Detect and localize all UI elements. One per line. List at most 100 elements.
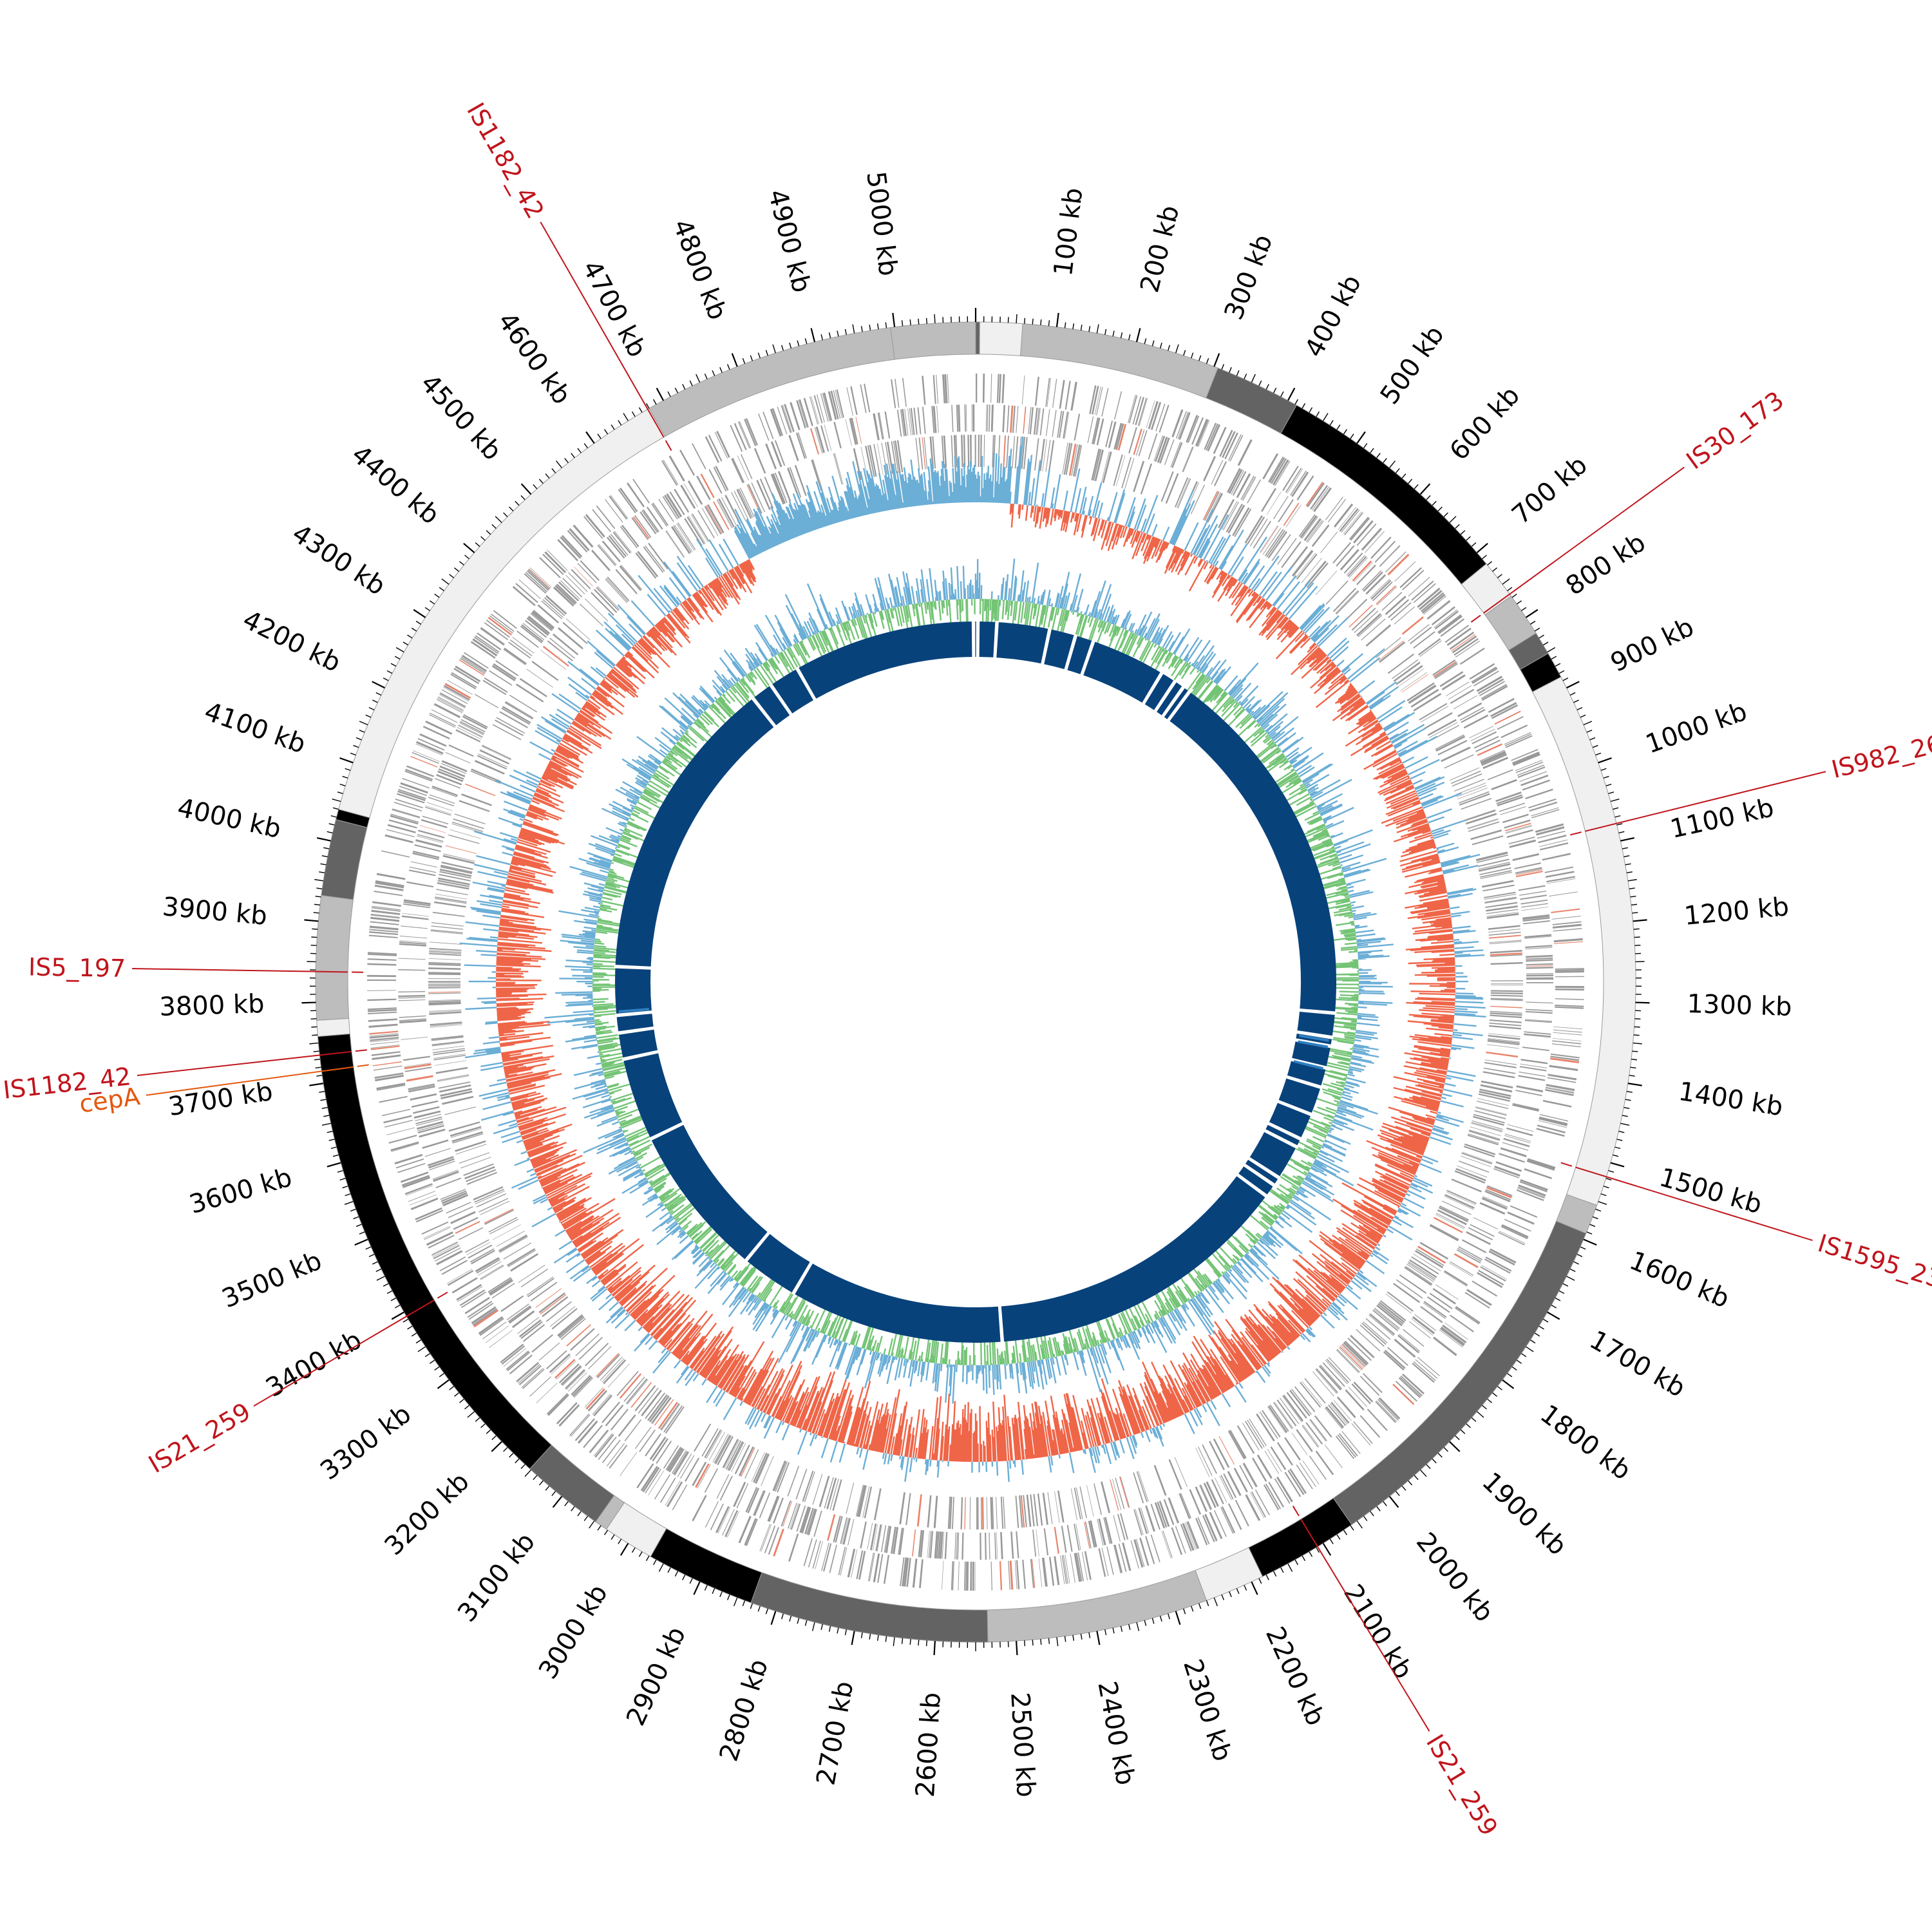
minor-tick — [545, 1486, 550, 1491]
minor-tick — [734, 1597, 738, 1607]
minor-tick — [509, 506, 514, 512]
minor-tick — [719, 367, 723, 373]
minor-tick — [597, 433, 601, 439]
minor-tick — [1048, 1638, 1050, 1644]
minor-tick — [314, 878, 324, 882]
minor-tick — [1449, 516, 1457, 523]
minor-tick — [1600, 1193, 1607, 1197]
minor-tick — [1634, 936, 1640, 938]
gc-skew-positive — [459, 436, 1486, 1482]
minor-tick — [311, 936, 317, 938]
minor-tick — [1615, 815, 1621, 818]
minor-tick — [804, 338, 808, 345]
minor-tick — [719, 1591, 723, 1597]
major-tick — [892, 312, 896, 327]
homology-gap — [1276, 1099, 1313, 1117]
minor-tick — [804, 1620, 808, 1626]
minor-tick — [653, 1559, 657, 1566]
minor-tick — [480, 1423, 486, 1428]
minor-tick — [674, 387, 679, 393]
minor-tick — [355, 1224, 362, 1227]
minor-tick — [860, 1632, 863, 1638]
minor-tick — [1420, 1470, 1427, 1477]
minor-tick — [316, 1075, 323, 1077]
major-tick — [1287, 388, 1296, 401]
minor-tick — [394, 1304, 401, 1309]
major-tick — [933, 1640, 936, 1656]
minor-tick — [1244, 1585, 1247, 1591]
homology-gap — [791, 1260, 813, 1296]
major-tick — [656, 388, 665, 401]
minor-tick — [1265, 1575, 1269, 1580]
minor-tick — [603, 429, 609, 435]
minor-tick — [742, 358, 746, 364]
minor-tick — [434, 1366, 440, 1371]
minor-tick — [828, 1625, 831, 1632]
minor-tick — [375, 692, 382, 696]
minor-tick — [1363, 1515, 1368, 1521]
minor-tick — [844, 1629, 847, 1636]
minor-tick — [345, 1193, 351, 1197]
minor-tick — [1032, 1640, 1034, 1646]
major-tick — [1583, 1238, 1597, 1246]
is-element-leader — [253, 1299, 435, 1407]
minor-tick — [1482, 1405, 1487, 1410]
major-tick — [552, 1495, 563, 1508]
minor-tick — [1437, 506, 1443, 512]
minor-tick — [312, 1034, 318, 1036]
homology-gap — [1153, 679, 1177, 714]
minor-tick — [1183, 350, 1186, 356]
major-tick — [1016, 1640, 1018, 1656]
minor-tick — [623, 413, 629, 421]
minor-tick — [1629, 887, 1635, 889]
minor-tick — [564, 1501, 569, 1506]
major-tick — [731, 353, 738, 367]
minor-tick — [1633, 1042, 1642, 1045]
minor-tick — [330, 1146, 337, 1150]
minor-tick — [1622, 847, 1628, 849]
is-element-mark — [665, 440, 672, 451]
minor-tick — [1213, 1597, 1218, 1607]
minor-tick — [1460, 1429, 1466, 1434]
minor-tick — [328, 823, 335, 826]
minor-tick — [434, 593, 440, 598]
minor-tick — [332, 1154, 339, 1157]
contig-segment — [316, 1018, 350, 1037]
homology-gap — [1160, 685, 1186, 719]
minor-tick — [726, 364, 730, 370]
minor-tick — [402, 641, 409, 646]
minor-tick — [1088, 1632, 1091, 1638]
homology-gap — [795, 667, 817, 702]
minor-tick — [1526, 1346, 1534, 1352]
minor-tick — [454, 567, 459, 572]
minor-tick — [407, 1325, 413, 1330]
minor-tick — [1056, 1637, 1059, 1647]
homology-variant — [1293, 1060, 1324, 1070]
minor-tick — [515, 1458, 520, 1464]
minor-tick — [589, 1520, 595, 1529]
minor-tick — [1265, 384, 1269, 390]
homology-gap — [768, 683, 793, 717]
minor-tick — [424, 607, 430, 611]
minor-tick — [667, 1567, 671, 1573]
minor-tick — [359, 721, 368, 726]
minor-tick — [1408, 1480, 1413, 1486]
minor-tick — [365, 1246, 372, 1250]
minor-tick — [1258, 380, 1262, 386]
minor-tick — [1502, 578, 1510, 585]
minor-tick — [653, 399, 657, 405]
minor-tick — [1630, 895, 1636, 898]
minor-tick — [1627, 878, 1637, 882]
minor-tick — [439, 1373, 444, 1378]
minor-tick — [1471, 1417, 1477, 1422]
minor-tick — [321, 1106, 328, 1109]
minor-tick — [1370, 448, 1374, 453]
minor-tick — [869, 325, 871, 331]
minor-tick — [1476, 1411, 1484, 1418]
minor-tick — [503, 512, 508, 517]
minor-tick — [1316, 1547, 1320, 1553]
minor-tick — [689, 1578, 693, 1584]
minor-tick — [1168, 345, 1170, 351]
tick-label: 2500 kb — [1005, 1691, 1041, 1798]
minor-tick — [332, 798, 341, 802]
